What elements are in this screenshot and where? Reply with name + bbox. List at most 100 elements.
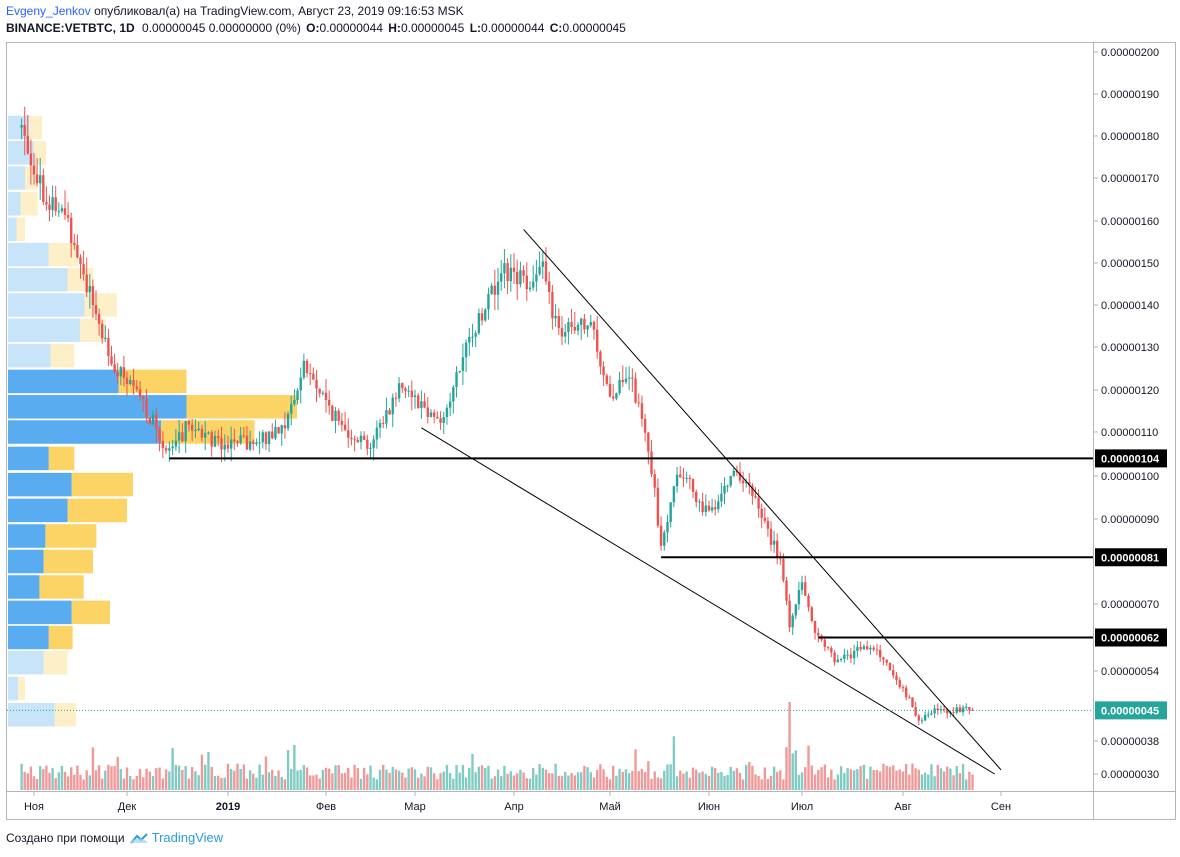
volume-bar <box>830 769 833 790</box>
volume-bar <box>394 769 398 790</box>
time-tick-label: Ноя <box>24 801 44 813</box>
volume-bar <box>471 753 474 790</box>
volume-bar <box>168 771 171 790</box>
volume-bar <box>602 769 605 790</box>
candle-down <box>748 481 751 486</box>
volume-bar <box>557 775 560 790</box>
candle-up <box>239 435 242 443</box>
volume-bar <box>707 775 711 790</box>
candle-down <box>70 217 73 244</box>
volume-bar <box>769 775 773 790</box>
candle-up <box>413 395 417 398</box>
volume-profile-up-bar <box>8 395 187 419</box>
volume-bar <box>138 769 142 790</box>
volume-bar <box>20 763 23 790</box>
candle-up <box>60 208 64 212</box>
candle-up <box>321 392 325 394</box>
volume-bar <box>190 767 194 790</box>
candle-down <box>91 286 95 306</box>
volume-bar <box>650 778 653 790</box>
volume-bar <box>142 777 145 790</box>
candle-up <box>267 431 271 445</box>
volume-bar <box>487 765 490 790</box>
volume-bar <box>885 765 888 790</box>
candle-down <box>647 432 650 452</box>
candle-down <box>782 558 785 581</box>
volume-bar <box>331 773 334 790</box>
volume-bar <box>745 764 748 790</box>
volume-profile-down-bar <box>29 115 42 140</box>
volume-bar <box>760 779 763 790</box>
price-axis[interactable]: 0.00000200 0.00000190 0.00000180 0.00000170… <box>1093 47 1167 781</box>
volume-profile-up-bar <box>8 420 161 444</box>
candle-down <box>45 202 48 205</box>
volume-bar <box>836 774 840 790</box>
candle-up <box>20 125 23 128</box>
candle-up <box>452 387 455 402</box>
volume-bar <box>949 768 952 790</box>
volume-bar <box>82 779 85 790</box>
candle-down <box>942 708 946 710</box>
volume-bar <box>461 764 465 790</box>
volume-bar <box>413 769 417 790</box>
volume-bar <box>917 769 921 790</box>
volume-bar <box>904 763 908 790</box>
candle-down <box>324 392 328 401</box>
candle-down <box>113 364 116 373</box>
candle-down <box>73 243 76 246</box>
candle-down <box>164 448 168 451</box>
symbol-label[interactable]: BINANCE:VETBTC, 1D <box>6 21 135 35</box>
volume-bar <box>503 765 506 790</box>
last-price-label: 0.00000045 <box>1101 705 1159 717</box>
drawings[interactable] <box>7 229 1093 775</box>
candle-down <box>305 360 309 374</box>
price-tick-label: 0.00000190 <box>1101 89 1159 101</box>
candle-down <box>264 432 268 445</box>
volume-bar <box>32 776 36 790</box>
volume-profile-up-bar <box>8 446 49 471</box>
candle-up <box>203 432 207 438</box>
candle-down <box>904 687 908 698</box>
author-link[interactable]: Evgeny_Jenkov <box>6 4 91 18</box>
volume-bar <box>849 769 853 790</box>
volume-bar <box>145 768 148 790</box>
candle-down <box>26 135 29 154</box>
candle-down <box>738 472 742 481</box>
volume-bar <box>104 770 107 790</box>
candle-down <box>714 507 717 510</box>
candle-up <box>213 435 217 447</box>
volume-profile-down-bar <box>48 625 73 650</box>
volume-bar <box>927 774 930 790</box>
candle-down <box>602 366 605 376</box>
volume-profile-up-bar <box>8 242 49 267</box>
candle-up <box>429 412 433 417</box>
candle-up <box>461 357 465 371</box>
candle-down <box>751 485 754 497</box>
candle-up <box>939 708 943 711</box>
volume-bar <box>901 771 905 790</box>
volume-profile-down-bar <box>43 650 68 675</box>
chart-frame <box>6 42 1176 820</box>
volume-bar <box>698 772 701 790</box>
volume-bar <box>125 767 129 790</box>
volume-bar <box>640 768 644 790</box>
volume-bar <box>682 773 685 790</box>
candle-up <box>541 261 544 267</box>
volume-bar <box>407 768 410 790</box>
price-tick-label: 0.00000100 <box>1101 471 1159 483</box>
volume-bar <box>732 770 735 790</box>
candle-down <box>766 520 770 529</box>
candle-down <box>79 257 82 265</box>
candle-up <box>375 427 379 440</box>
volume-bar <box>723 776 726 790</box>
volume-bar <box>788 702 791 790</box>
volume-bar <box>436 779 439 790</box>
candle-down <box>810 607 813 621</box>
tradingview-link[interactable]: TradingView <box>129 830 223 845</box>
volume-bar <box>236 763 239 790</box>
candle-down <box>813 620 817 633</box>
volume-profile-up-bar <box>8 318 81 342</box>
volume-bar <box>458 772 461 790</box>
time-axis[interactable]: Ноя Дек 2019 Фев Мар Апр Май Июн Июл Авг Сен <box>24 791 1011 813</box>
